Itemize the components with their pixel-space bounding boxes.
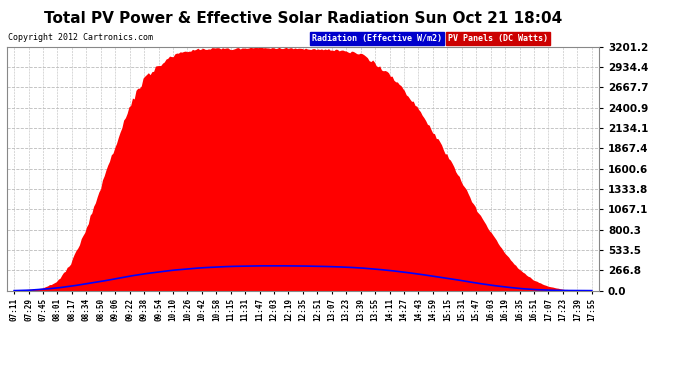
Text: Copyright 2012 Cartronics.com: Copyright 2012 Cartronics.com <box>8 33 153 42</box>
Text: PV Panels (DC Watts): PV Panels (DC Watts) <box>448 34 548 43</box>
Text: Total PV Power & Effective Solar Radiation Sun Oct 21 18:04: Total PV Power & Effective Solar Radiati… <box>44 11 563 26</box>
Text: Radiation (Effective W/m2): Radiation (Effective W/m2) <box>312 34 442 43</box>
